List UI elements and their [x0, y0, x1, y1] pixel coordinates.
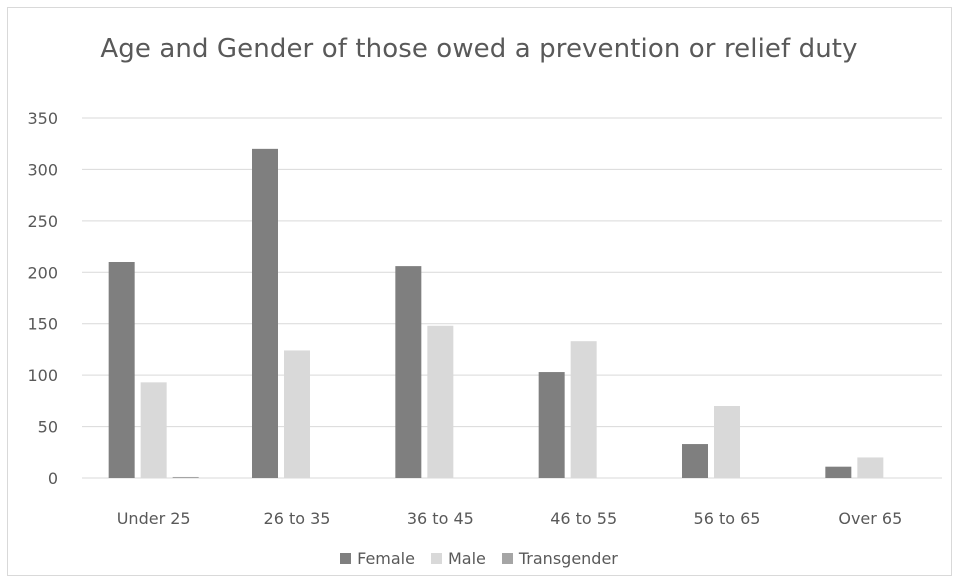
bar-male [284, 350, 310, 478]
y-tick-label: 300 [27, 160, 58, 179]
chart-frame [7, 7, 952, 576]
legend-item-female: Female [340, 549, 415, 568]
x-tick-label: 36 to 45 [407, 509, 474, 528]
y-tick-label: 100 [27, 366, 58, 385]
bar-transgender [172, 476, 199, 478]
bar-female [682, 444, 708, 478]
chart-title: Age and Gender of those owed a preventio… [100, 34, 858, 64]
legend-swatch-male [430, 553, 442, 564]
legend-label-male: Male [447, 549, 486, 568]
bar-male [857, 457, 884, 478]
bar-female [825, 466, 852, 478]
y-tick-label: 200 [27, 263, 58, 282]
bar-male [140, 382, 167, 478]
bar-female [108, 262, 135, 478]
legend-item-transgender: Transgender [501, 549, 618, 568]
chart-legend: Female Male Transgender [0, 549, 958, 568]
legend-item-male: Male [430, 549, 486, 568]
x-tick-label: 26 to 35 [264, 509, 331, 528]
legend-label-transgender: Transgender [518, 549, 618, 568]
bar-male [714, 406, 740, 478]
y-tick-label: 50 [38, 418, 58, 437]
bar-female [395, 266, 422, 478]
x-tick-label: Under 25 [117, 509, 191, 528]
bar-female [538, 372, 565, 478]
bar-female [252, 148, 278, 478]
y-tick-label: 0 [48, 469, 58, 488]
x-tick-label: 56 to 65 [694, 509, 761, 528]
legend-swatch-transgender [501, 553, 513, 564]
x-tick-label: 46 to 55 [550, 509, 617, 528]
legend-label-female: Female [357, 549, 415, 568]
y-tick-label: 350 [27, 109, 58, 128]
bar-male [427, 325, 454, 478]
bar-male [570, 341, 597, 478]
legend-swatch-female [340, 553, 352, 564]
x-tick-label: Over 65 [838, 509, 902, 528]
y-tick-label: 150 [27, 315, 58, 334]
y-tick-label: 250 [27, 212, 58, 231]
